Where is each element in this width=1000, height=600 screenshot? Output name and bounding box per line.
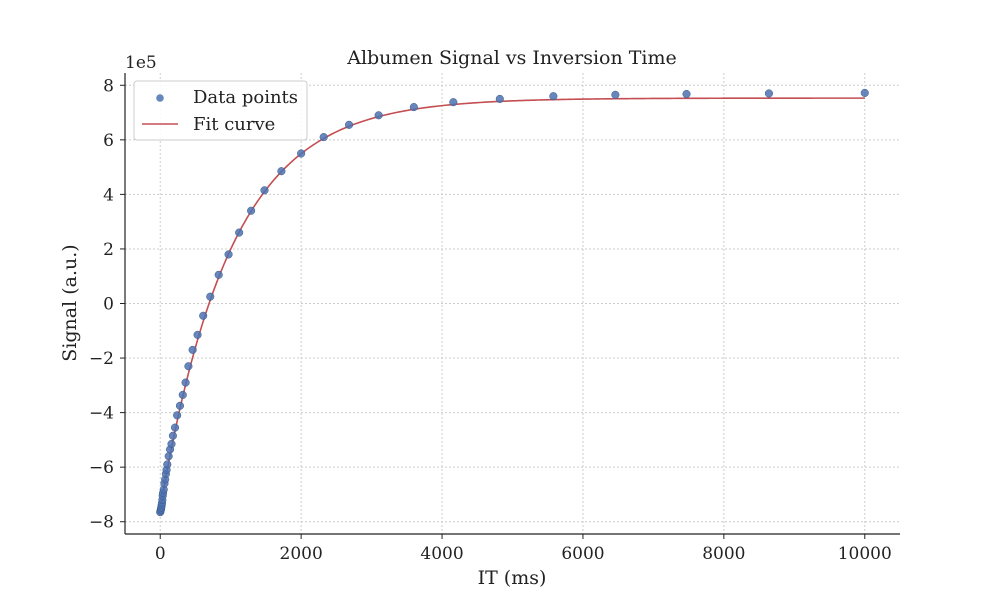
legend-label-data-points: Data points (193, 87, 298, 108)
y-tick-label-5: 2 (103, 240, 114, 260)
data-point (277, 167, 286, 176)
data-point (178, 390, 187, 399)
y-ticks: −8 −6 −4 −2 0 2 4 6 8 (89, 76, 125, 533)
fit-curve-line (159, 97, 865, 510)
data-point (319, 133, 328, 142)
grid (125, 73, 900, 534)
chart-title: Albumen Signal vs Inversion Time (346, 47, 677, 69)
y-tick-label-8: 8 (103, 76, 114, 96)
data-point (206, 292, 215, 301)
data-point (168, 431, 177, 440)
legend-label-fit-curve: Fit curve (193, 114, 275, 135)
legend-box (133, 80, 308, 141)
data-point (167, 439, 176, 449)
y-tick-label-3: −2 (89, 349, 114, 369)
x-ticks: 0 2000 4000 6000 8000 10000 (155, 534, 892, 564)
data-point (297, 149, 306, 158)
data-point (170, 423, 180, 432)
x-tick-label-0: 0 (155, 544, 166, 564)
y-scale-offset: 1e5 (125, 53, 157, 73)
data-points-layer (156, 88, 869, 517)
x-tick-label-1: 2000 (280, 544, 323, 564)
data-point (260, 186, 269, 195)
legend: Data points Fit curve (133, 80, 308, 141)
data-point (164, 452, 173, 461)
data-point (175, 401, 185, 410)
data-point (199, 311, 208, 320)
data-point (181, 378, 190, 387)
y-tick-label-6: 4 (103, 185, 114, 205)
data-point (764, 89, 774, 98)
data-point (344, 120, 354, 129)
x-tick-label-3: 6000 (561, 544, 604, 564)
data-point (188, 345, 197, 354)
y-tick-label-2: −4 (89, 404, 114, 424)
data-point (409, 103, 418, 112)
legend-marker-data-points (156, 94, 164, 102)
x-tick-label-5: 10000 (838, 544, 892, 564)
y-axis-label: Signal (a.u.) (59, 244, 81, 361)
x-tick-label-4: 8000 (702, 544, 745, 564)
data-point (549, 92, 558, 101)
data-point (374, 111, 383, 120)
y-tick-label-4: 0 (103, 295, 114, 315)
data-point (860, 88, 869, 97)
data-point (184, 362, 193, 371)
data-point (235, 228, 244, 237)
data-point (173, 411, 182, 420)
data-point (495, 94, 504, 103)
data-point (214, 270, 223, 279)
data-point (224, 250, 233, 259)
fit-curve-layer (159, 97, 865, 510)
data-point (247, 206, 256, 215)
data-point (682, 89, 691, 99)
y-tick-label-7: 6 (103, 131, 114, 151)
data-point (193, 330, 202, 339)
data-point (163, 460, 172, 469)
y-tick-label-0: −8 (89, 513, 114, 533)
x-axis-label: IT (ms) (478, 567, 547, 589)
data-point (611, 90, 620, 99)
x-tick-label-2: 4000 (420, 544, 463, 564)
data-point (449, 98, 458, 107)
y-tick-label-1: −6 (89, 458, 114, 478)
